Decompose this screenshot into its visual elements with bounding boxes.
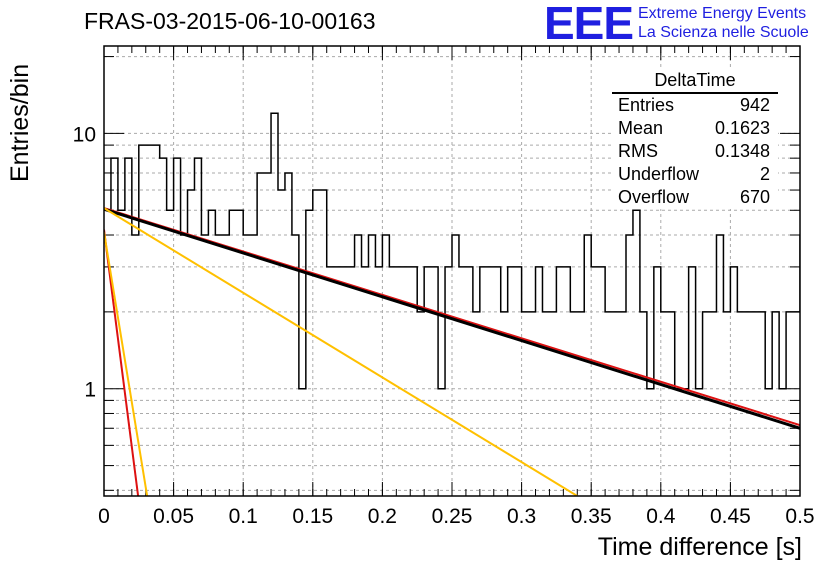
ticks-layer (103, 46, 801, 496)
stats-label: Overflow (618, 187, 690, 207)
stats-value: 0.1623 (714, 118, 770, 138)
stats-label: Entries (618, 95, 675, 115)
fit-layer (104, 207, 800, 496)
y-axis-label: Entries/bin (6, 63, 34, 182)
x-tick-label: 0.45 (710, 505, 751, 528)
x-tick-label: 0.3 (507, 505, 536, 528)
histogram-layer (104, 112, 800, 390)
stats-row-underflow: Underflow 2 (612, 163, 778, 186)
stats-label: RMS (618, 141, 658, 161)
plot-frame (103, 45, 801, 497)
x-tick-label: 0 (98, 505, 110, 528)
histogram-outline (104, 112, 800, 390)
x-tick-label: 0.15 (292, 505, 333, 528)
eee-logo: EEE Extreme Energy Events La Scienza nel… (540, 0, 836, 49)
fit-line-orange-4 (104, 207, 578, 496)
x-tick-label: 0.5 (785, 505, 814, 528)
x-tick-label: 0.05 (153, 505, 194, 528)
stats-row-rms: RMS 0.1348 (612, 140, 778, 163)
stats-row-mean: Mean 0.1623 (612, 117, 778, 140)
x-tick-label: 0.2 (368, 505, 397, 528)
grid-layer (104, 46, 800, 496)
fit-line-black-1 (104, 207, 800, 430)
stats-box: DeltaTime Entries 942 Mean 0.1623 RMS 0.… (612, 70, 778, 209)
stats-value: 670 (739, 187, 770, 207)
y-tick-label: 1 (84, 379, 96, 402)
logo-mark: EEE (544, 0, 634, 49)
fit-line-orange-3 (104, 232, 149, 496)
x-axis-label: Time difference [s] (597, 533, 802, 561)
x-tick-label: 0.25 (432, 505, 473, 528)
stats-value: 942 (739, 95, 770, 115)
y-tick-label: 10 (73, 123, 96, 146)
stats-value: 0.1348 (714, 141, 770, 161)
stats-value: 2 (759, 164, 770, 184)
run-title: FRAS-03-2015-06-10-00163 (84, 8, 376, 34)
tick-label-layer: 0 0.05 0.1 0.15 0.2 0.25 0.3 0.35 0.4 0.45 0.5 1 10 (73, 123, 815, 528)
stats-row-overflow: Overflow 670 (612, 186, 778, 209)
fit-line-red-2 (104, 229, 140, 496)
x-tick-label: 0.4 (646, 505, 676, 528)
logo-line-2: La Scienza nelle Scuole (638, 24, 809, 41)
stats-label: Underflow (618, 164, 700, 184)
x-tick-label: 0.35 (571, 505, 612, 528)
x-tick-label: 0.1 (229, 505, 258, 528)
logo-line-1: Extreme Energy Events (638, 5, 807, 22)
stats-row-entries: Entries 942 (612, 94, 778, 117)
stats-label: Mean (618, 118, 664, 138)
stats-title: DeltaTime (612, 70, 778, 94)
